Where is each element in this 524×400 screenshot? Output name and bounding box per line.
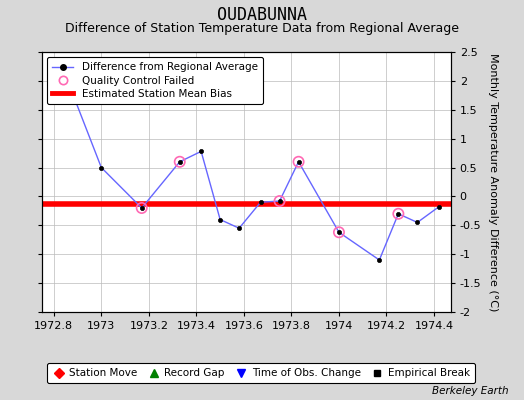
- Difference from Regional Average: [435, 204, 442, 209]
- Difference from Regional Average: [217, 217, 223, 222]
- Difference from Regional Average: [98, 165, 104, 170]
- Difference from Regional Average: [296, 159, 302, 164]
- Difference from Regional Average: [414, 220, 421, 225]
- Y-axis label: Monthly Temperature Anomaly Difference (°C): Monthly Temperature Anomaly Difference (…: [488, 53, 498, 311]
- Quality Control Failed: [294, 158, 303, 165]
- Difference from Regional Average: [236, 226, 242, 231]
- Text: Berkeley Earth: Berkeley Earth: [432, 386, 508, 396]
- Quality Control Failed: [335, 229, 343, 236]
- Text: OUDABUNNA: OUDABUNNA: [217, 6, 307, 24]
- Difference from Regional Average: [177, 159, 183, 164]
- Difference from Regional Average: [138, 206, 145, 210]
- Difference from Regional Average: [376, 258, 383, 262]
- Legend: Station Move, Record Gap, Time of Obs. Change, Empirical Break: Station Move, Record Gap, Time of Obs. C…: [47, 363, 475, 384]
- Text: Difference of Station Temperature Data from Regional Average: Difference of Station Temperature Data f…: [65, 22, 459, 35]
- Quality Control Failed: [137, 205, 146, 211]
- Quality Control Failed: [394, 210, 402, 217]
- Line: Difference from Regional Average: Difference from Regional Average: [59, 62, 441, 262]
- Difference from Regional Average: [336, 230, 342, 235]
- Difference from Regional Average: [276, 199, 282, 204]
- Difference from Regional Average: [58, 61, 64, 66]
- Difference from Regional Average: [395, 211, 401, 216]
- Difference from Regional Average: [198, 149, 204, 154]
- Quality Control Failed: [275, 198, 283, 204]
- Difference from Regional Average: [257, 200, 264, 205]
- Quality Control Failed: [176, 158, 184, 165]
